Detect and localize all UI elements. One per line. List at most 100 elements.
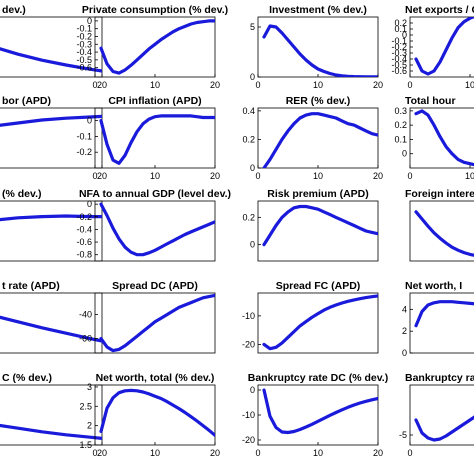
panel-08-ytick-label: 0.1 <box>394 134 407 144</box>
panel-19-title: Bankruptcy rate DC (% dev.) <box>248 372 388 384</box>
panel-08: 00.10.20.301020Total hour <box>394 95 474 181</box>
panel-09-title: (% dev.) <box>2 188 41 200</box>
panel-03-series-line <box>262 24 378 77</box>
panel-15: -20 -10 Spread FC (APD) <box>242 280 379 354</box>
panel-06-ytick-label: -0.1 <box>76 131 92 141</box>
panel-02-ytick-label: -0.3 <box>76 39 92 49</box>
panel-16: 0 2 4 Net worth, I <box>402 280 474 358</box>
panel-12-frame <box>409 200 474 262</box>
panel-13-frame <box>0 292 103 354</box>
panel-04: -0.6-0.5-0.4-0.3-0.2-0.100.10.201020Net … <box>391 4 474 90</box>
panel-10-ytick-label: -0.2 <box>76 212 92 222</box>
panel-19-xtick-label: 0 <box>255 448 260 458</box>
panel-09-series-line <box>0 214 102 222</box>
panel-03-xtick-label: 10 <box>313 80 323 90</box>
panel-18-title: Net worth, total (% dev.) <box>96 372 215 384</box>
panel-05: 20 bor (APD) <box>0 95 107 181</box>
panel-11-series-line <box>262 204 378 247</box>
panel-19-ytick-label: -20 <box>242 435 255 445</box>
panel-08-ytick-label: 0 <box>402 149 407 159</box>
panel-11: 0 0.2 Risk premium (APD) <box>242 188 379 262</box>
panel-13: t rate (APD) <box>0 280 103 354</box>
panel-06-xtick-label: 10 <box>150 171 160 181</box>
panel-20: -50 Bankruptcy ra <box>399 372 474 458</box>
panel-07-series-line <box>262 112 378 168</box>
panel-17-series-line <box>0 423 102 440</box>
panel-20-series-line <box>414 415 474 442</box>
panel-02-xtick-label: 20 <box>210 80 220 90</box>
panel-02-xtick-label: 0 <box>92 80 97 90</box>
panel-08-series-line <box>414 109 474 167</box>
panel-02-ytick-label: 0 <box>87 16 92 26</box>
panel-03-ytick-label: 0 <box>250 72 255 82</box>
panel-20-title: Bankruptcy ra <box>405 372 474 384</box>
panel-01-xtick-label: 20 <box>97 80 107 90</box>
panel-13-title: t rate (APD) <box>2 280 60 292</box>
panel-15-frame <box>257 292 379 354</box>
panel-15-title: Spread FC (APD) <box>276 280 361 292</box>
panel-20-xtick-label: 0 <box>407 448 412 458</box>
panel-19-series-line <box>262 388 378 435</box>
panel-16-ytick-label: 2 <box>402 326 407 336</box>
panel-18-ytick-label: 1.5 <box>79 440 92 450</box>
panel-15-series-line <box>262 294 378 351</box>
panel-07-xtick-label: 10 <box>313 171 323 181</box>
panel-07-xtick-label: 20 <box>373 171 383 181</box>
panel-12-title: Foreign intere <box>405 188 474 200</box>
panel-01: 20 dev.) <box>0 4 107 90</box>
panel-06-ytick-label: -0.2 <box>76 147 92 157</box>
panel-14-series-line <box>99 293 215 353</box>
panel-18-frame <box>94 384 216 446</box>
panel-06-xtick-label: 20 <box>210 171 220 181</box>
panel-03-xtick-label: 20 <box>373 80 383 90</box>
panel-04-ytick-label: 0 <box>402 30 407 40</box>
panel-06-xtick-label: 0 <box>92 171 97 181</box>
panel-02-ytick-label: -0.1 <box>76 24 92 34</box>
panel-04-ytick-label: 0.1 <box>394 24 407 34</box>
panel-11-title: Risk premium (APD) <box>267 188 369 200</box>
panel-12: Foreign intere <box>405 188 474 262</box>
panel-19-ytick-label: 0 <box>250 385 255 395</box>
panel-16-ytick-label: 4 <box>402 304 407 314</box>
panel-03-ytick-label: 5 <box>250 22 255 32</box>
panel-12-series-line <box>414 210 474 257</box>
panel-18-xtick-label: 0 <box>92 448 97 458</box>
panel-06: -0.2 -0.1 0 0 10 20 CPI inflation (APD) <box>76 95 220 181</box>
panel-18-ytick-label: 2 <box>87 421 92 431</box>
panel-17-frame <box>0 384 103 446</box>
panel-03: 0 5 0 10 20 Investment (% dev.) <box>250 4 383 90</box>
panel-07-xtick-label: 0 <box>255 171 260 181</box>
panel-03-xtick-label: 0 <box>255 80 260 90</box>
panel-07: 0 0.2 0.4 0 10 20 RER (% dev.) <box>242 95 383 181</box>
panel-02-ytick-label: -0.5 <box>76 55 92 65</box>
panel-08-xtick-label: 10 <box>465 171 474 181</box>
panel-04-ytick-label: -0.4 <box>391 54 407 64</box>
panel-19-ytick-label: -10 <box>242 410 255 420</box>
panel-02-ytick-label: -0.2 <box>76 31 92 41</box>
panel-04-series-line <box>414 17 474 76</box>
panel-13-series-line <box>0 315 102 343</box>
panel-06-title: CPI inflation (APD) <box>108 95 201 107</box>
panel-07-ytick-label: 0.4 <box>242 106 255 116</box>
panel-18-ytick-label: 3 <box>87 382 92 392</box>
panel-05-series-line <box>0 114 102 127</box>
panel-02-ytick-label: -0.4 <box>76 47 92 57</box>
panel-16-ytick-label: 0 <box>402 348 407 358</box>
panel-18-series-line <box>99 388 215 437</box>
panel-18: 1.5 2 2.5 3 0 10 20 Net worth, total (% dev.) <box>79 372 220 458</box>
panel-16-series-line <box>414 300 474 328</box>
panel-16-title: Net worth, I <box>405 280 462 292</box>
panel-18-xtick-label: 20 <box>210 448 220 458</box>
panel-01-series-line <box>0 47 102 73</box>
panel-11-frame <box>257 200 379 262</box>
panel-10-series-line <box>99 202 215 257</box>
panel-09: (% dev.) <box>0 188 103 262</box>
panel-15-ytick-label: -20 <box>242 339 255 349</box>
panel-02-frame <box>94 16 216 78</box>
panel-02-xtick-label: 10 <box>150 80 160 90</box>
panel-08-xtick-label: 0 <box>407 171 412 181</box>
panel-17: 2 0 C (% dev.) <box>0 372 107 458</box>
panel-10-title: NFA to annual GDP (level dev.) <box>79 188 231 200</box>
panel-17-title: C (% dev.) <box>2 372 52 384</box>
